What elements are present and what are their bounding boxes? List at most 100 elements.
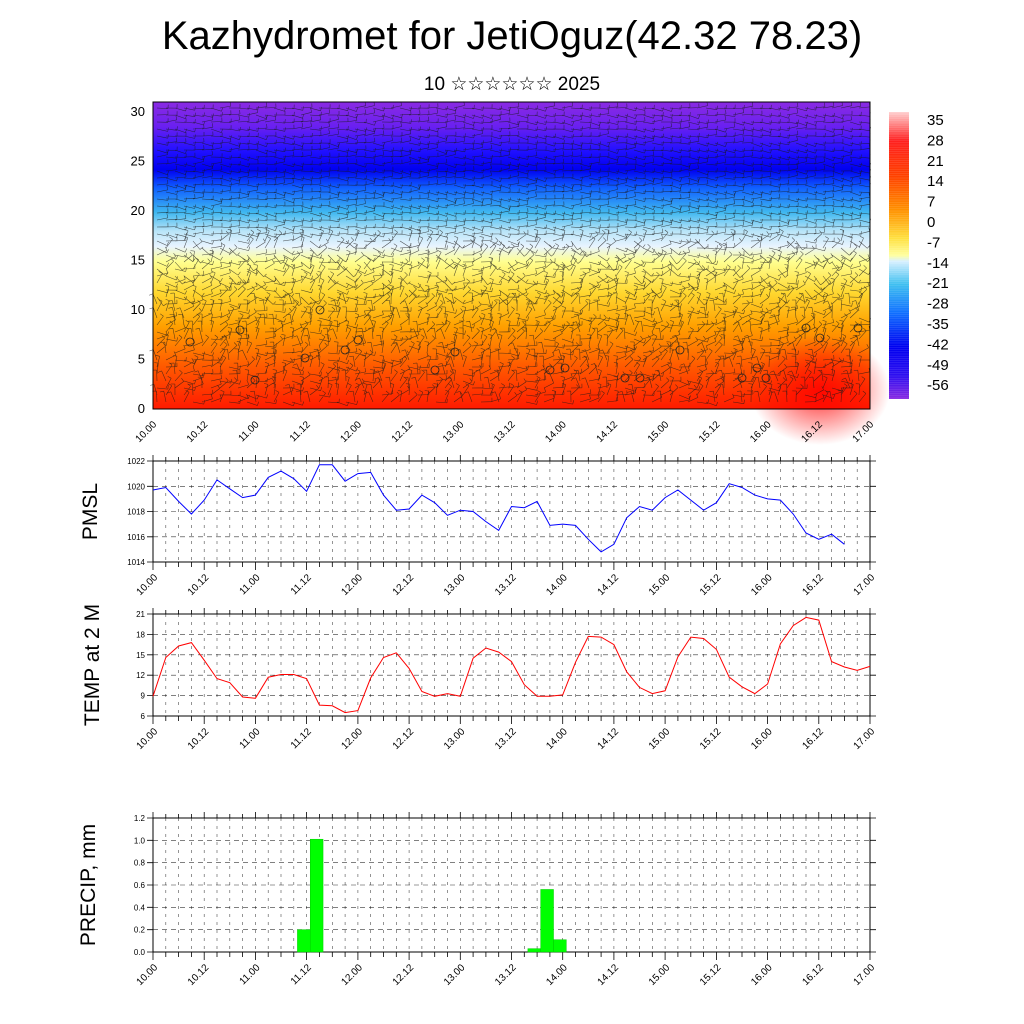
y-tick-label: 21 — [136, 610, 145, 619]
y-tick-label: 12 — [136, 671, 145, 680]
y-tick-label: 1018 — [127, 508, 145, 517]
temp-series-line — [152, 616, 871, 714]
colorbar-tick-label: -7 — [927, 234, 940, 251]
axis-ticks — [147, 455, 876, 570]
y-tick-label: 0.0 — [134, 948, 146, 957]
section-x-tick-label: 15.12 — [697, 419, 723, 445]
y-tick-label: 1014 — [127, 558, 145, 567]
grid-vertical — [165, 818, 858, 952]
grid-horizontal — [153, 486, 870, 538]
section-y-tick-label: 30 — [131, 104, 145, 119]
x-tick-label: 11.00 — [238, 962, 263, 987]
x-tick-label: 14.00 — [544, 572, 570, 598]
x-tick-label: 15.12 — [698, 726, 724, 752]
grid-vertical — [165, 614, 858, 716]
x-tick-label: 11.12 — [289, 962, 314, 987]
x-tick-label: 16.12 — [800, 726, 826, 752]
calm-circle — [737, 373, 747, 383]
x-tick-label: 16.00 — [749, 962, 775, 988]
colorbar-bands — [889, 111, 909, 399]
x-tick-label: 17.00 — [852, 572, 878, 598]
calm-circle — [801, 323, 811, 333]
calm-circle — [815, 333, 825, 343]
colorbar-tick-label: 21 — [927, 153, 944, 170]
colorbar-fill — [889, 112, 909, 399]
x-tick-label: 10.00 — [135, 726, 161, 752]
section-y-tick-label: 20 — [131, 203, 145, 218]
colorbar-labels: 35 28 21 14 7 0 -7 -14 -21 -28 -35 -42 -49 -56 — [927, 112, 949, 394]
x-tick-label: 10.00 — [135, 962, 161, 988]
x-tick-label: 13.00 — [442, 962, 468, 988]
colorbar-tick-label: -14 — [927, 255, 949, 272]
x-tick-label: 13.12 — [493, 572, 519, 598]
section-x-tick-label: 12.12 — [390, 419, 416, 445]
precip-bar — [540, 889, 554, 953]
section-x-tick-label: 15.00 — [646, 419, 672, 445]
calm-circle — [560, 363, 570, 373]
x-tick-label: 16.00 — [749, 572, 775, 598]
x-tick-label: 17.00 — [852, 962, 878, 988]
y-tick-label: 0.4 — [134, 903, 146, 912]
x-tick-label: 15.00 — [647, 726, 673, 752]
x-tick-label: 15.00 — [647, 572, 673, 598]
x-tick-label: 15.12 — [698, 572, 724, 598]
calm-circle — [185, 337, 195, 347]
section-y-tick-label: 0 — [138, 401, 145, 416]
y-tick-label: 1.0 — [134, 836, 146, 845]
wind-barb-lines — [149, 101, 871, 407]
x-tick-label: 16.00 — [749, 726, 775, 752]
x-tick-label: 16.12 — [800, 572, 826, 598]
precip-bar — [553, 939, 567, 953]
grid-vertical — [165, 461, 858, 562]
section-hot-spot — [750, 335, 890, 445]
colorbar: 35 28 21 14 7 0 -7 -14 -21 -28 -35 -42 -49 -56 — [889, 111, 949, 399]
colorbar-tick-label: -56 — [927, 377, 949, 394]
calm-circle — [675, 345, 685, 355]
y-tick-label: 0.6 — [134, 881, 146, 890]
calm-circle — [450, 347, 460, 357]
x-tick-label: 14.12 — [596, 962, 622, 988]
pmsl-series-line — [152, 464, 845, 553]
colorbar-tick-label: 7 — [927, 194, 935, 211]
x-tick-label: 12.00 — [340, 572, 366, 598]
section-y-tick-label: 15 — [131, 252, 145, 267]
colorbar-tick-label: 28 — [927, 132, 944, 149]
colorbar-tick-label: 14 — [927, 173, 944, 190]
x-tick-label: 14.12 — [596, 726, 622, 752]
x-tick-label: 14.00 — [544, 962, 570, 988]
x-tick-label: 10.12 — [186, 726, 212, 752]
calm-circle — [635, 373, 645, 383]
y-tick-label: 1020 — [127, 482, 145, 491]
y-tick-label: 0.8 — [134, 859, 146, 868]
x-tick-label: 13.00 — [442, 726, 468, 752]
temp-panel: 6 9 12 15 18 21 10.00 10.12 11.00 11.12 12.00 12.12… — [81, 604, 877, 752]
axis-ticks — [147, 812, 876, 960]
y-axis-label: PMSL — [79, 483, 102, 540]
x-tick-label: 12.12 — [391, 726, 417, 752]
x-tick-label: 12.00 — [340, 962, 366, 988]
section-x-tick-label: 14.12 — [595, 419, 621, 445]
calm-circle — [353, 335, 363, 345]
x-tick-label: 11.00 — [238, 572, 263, 597]
section-x-tick-label: 10.12 — [185, 419, 211, 445]
axis-ticks — [147, 608, 876, 724]
section-x-tick-label: 13.12 — [492, 419, 518, 445]
pmsl-panel: 1014 1016 1018 1020 1022 10.00 10.12 11.00 11.12… — [79, 455, 877, 598]
section-x-tick-label: 11.00 — [237, 419, 262, 444]
y-tick-label: 6 — [141, 712, 146, 721]
precip-bar — [527, 948, 541, 953]
temperature-section-panel: 0 5 10 15 20 25 30 10.00 10.12 11.00 11.12 12.00 12… — [131, 101, 890, 445]
section-x-tick-label: 12.00 — [339, 419, 365, 445]
x-tick-label: 13.12 — [493, 726, 519, 752]
precip-bar — [297, 929, 311, 953]
calm-circle — [620, 373, 630, 383]
precip-panel: 0.0 0.2 0.4 0.6 0.8 1.0 1.2 10.00 10.12 11.00 11.1… — [77, 812, 877, 988]
section-y-tick-label: 10 — [131, 302, 145, 317]
calm-circle — [430, 365, 440, 375]
section-y-tick-label: 25 — [131, 153, 145, 168]
x-tick-label: 13.12 — [493, 962, 519, 988]
section-frame — [152, 101, 871, 410]
y-tick-label: 15 — [136, 651, 145, 660]
x-tick-label: 11.00 — [238, 726, 263, 751]
x-tick-label: 14.00 — [544, 726, 570, 752]
